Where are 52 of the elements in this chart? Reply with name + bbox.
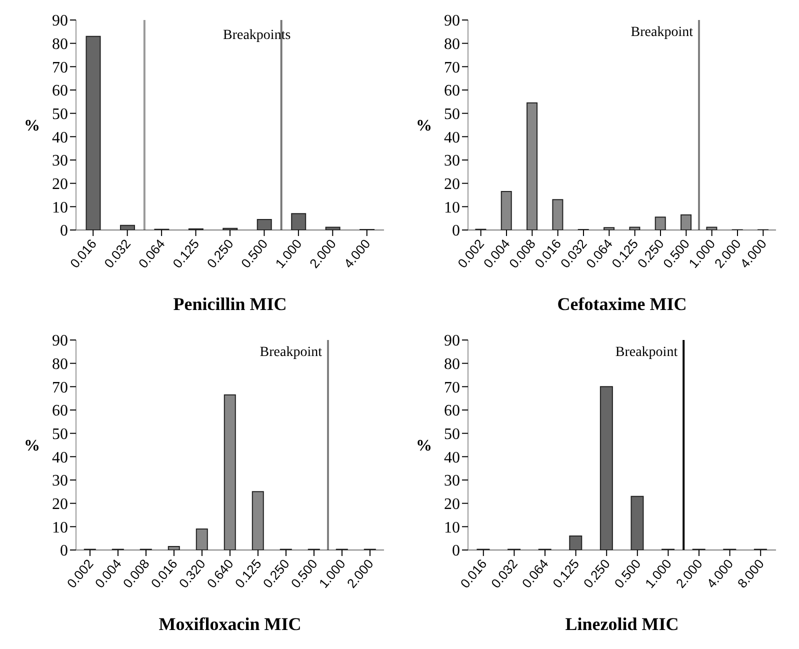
y-tick-label: 0: [60, 222, 68, 240]
ref-line-label: Breakpoint: [630, 24, 694, 40]
y-tick-label: 10: [52, 199, 68, 216]
y-tick-label: 80: [52, 356, 68, 374]
y-tick-label: 10: [444, 519, 460, 536]
y-tick-label: 90: [52, 332, 68, 350]
y-tick-label: 50: [444, 426, 460, 444]
x-axis-title: Penicillin MIC: [173, 294, 287, 314]
y-tick-label: 60: [52, 82, 68, 100]
y-tick-label: 20: [52, 496, 68, 514]
ref-line-label: Breakpoint: [260, 344, 322, 360]
y-tick-label: 90: [444, 12, 460, 30]
y-tick-label: 70: [52, 379, 68, 396]
y-tick-label: 0: [60, 542, 68, 560]
y-tick-label: 40: [444, 129, 460, 146]
y-axis-title: %: [24, 118, 40, 135]
y-tick-label: 90: [52, 12, 68, 30]
y-tick-label: 50: [52, 426, 68, 444]
y-tick-label: 30: [444, 152, 460, 170]
y-tick-label: 0: [452, 222, 460, 240]
y-tick-label: 30: [444, 472, 460, 490]
y-tick-label: 60: [52, 402, 68, 420]
annotation: Breakpoints: [223, 28, 291, 44]
y-tick-label: 50: [52, 106, 68, 124]
y-tick-label: 50: [444, 106, 460, 124]
y-tick-label: 70: [444, 59, 460, 76]
y-tick-label: 40: [52, 129, 68, 146]
y-axis-title: %: [416, 438, 432, 455]
x-axis-title: Linezolid MIC: [565, 614, 679, 634]
y-tick-label: 20: [444, 176, 460, 194]
y-tick-label: 40: [52, 449, 68, 466]
y-tick-label: 80: [52, 36, 68, 54]
y-tick-label: 80: [444, 36, 460, 54]
y-tick-label: 70: [52, 59, 68, 76]
ref-line-label: Breakpoint: [615, 344, 678, 360]
y-tick-label: 0: [452, 542, 460, 560]
y-tick-label: 30: [52, 472, 68, 490]
y-tick-label: 40: [444, 449, 460, 466]
y-tick-label: 10: [444, 199, 460, 216]
x-axis-title: Moxifloxacin MIC: [158, 614, 302, 634]
y-tick-label: 90: [444, 332, 460, 350]
y-tick-label: 10: [52, 519, 68, 536]
y-tick-label: 60: [444, 402, 460, 420]
y-axis-title: %: [416, 118, 432, 135]
y-tick-label: 70: [444, 379, 460, 396]
y-tick-label: 30: [52, 152, 68, 170]
x-axis-title: Cefotaxime MIC: [557, 294, 687, 314]
y-tick-label: 80: [444, 356, 460, 374]
y-tick-label: 20: [52, 176, 68, 194]
y-tick-label: 20: [444, 496, 460, 514]
y-tick-label: 60: [444, 82, 460, 100]
y-axis-title: %: [24, 438, 40, 455]
